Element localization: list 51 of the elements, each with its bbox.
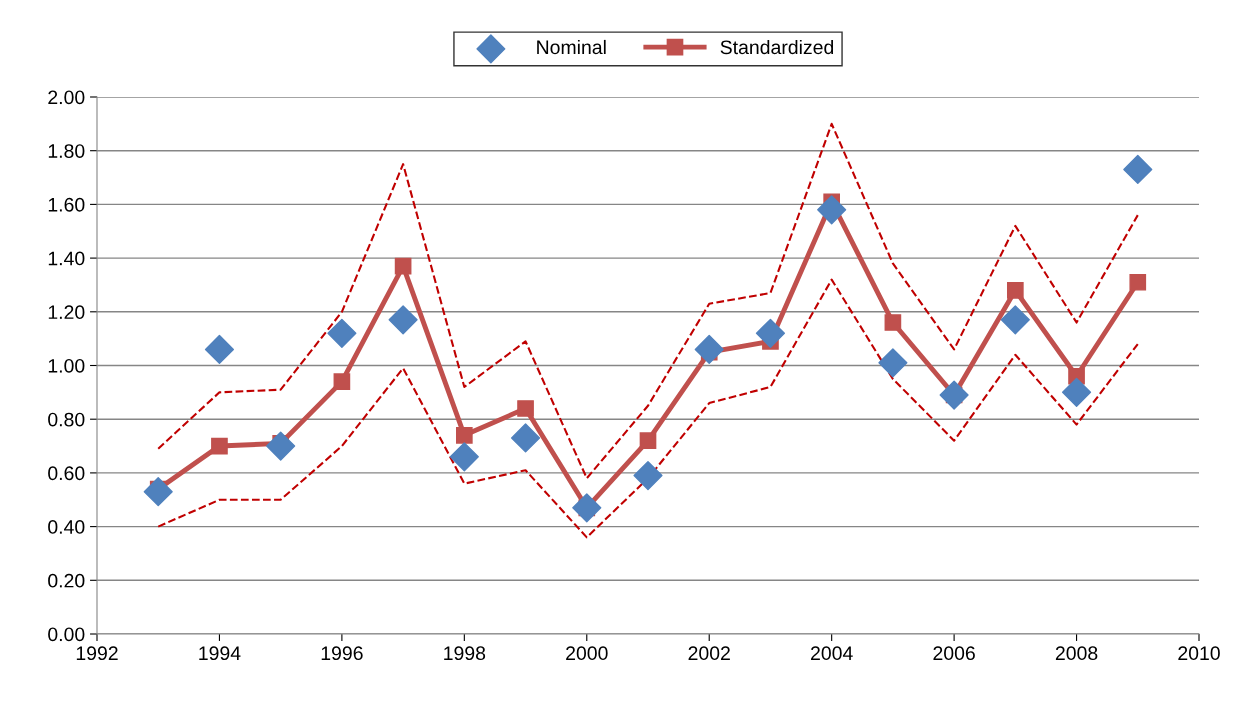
point (884, 314, 902, 331)
point (1061, 377, 1092, 407)
line-series (157, 122, 1139, 480)
point (633, 461, 663, 491)
point (694, 334, 724, 364)
x-tick-label: 1998 (444, 646, 486, 661)
point (878, 348, 908, 378)
point (394, 257, 412, 275)
y-tick-label: 0.60 (48, 466, 85, 481)
point (211, 437, 228, 455)
point (755, 318, 786, 348)
y-tick-label: 0.80 (48, 412, 85, 427)
point (1000, 305, 1030, 335)
point (204, 334, 235, 364)
y-tick-label: 0.40 (48, 520, 85, 534)
point (517, 400, 534, 417)
point (939, 380, 969, 410)
point (449, 442, 479, 472)
y-tick-label: 1.20 (48, 305, 85, 320)
y-tick-label: 0.20 (48, 573, 85, 588)
point (639, 432, 657, 450)
x-tick-label: 2006 (933, 646, 975, 661)
y-tick-label: 1.40 (48, 251, 85, 266)
x-tick-label: 1992 (76, 646, 118, 661)
point (455, 426, 473, 444)
y-tick-label: 1.60 (48, 197, 85, 212)
x-tick-label: 1994 (199, 646, 241, 661)
point (143, 477, 173, 507)
x-tick-label: 1996 (321, 646, 363, 661)
point (266, 431, 296, 461)
x-tick-label: 2008 (1055, 646, 1098, 661)
y-tick-label: 1.80 (48, 144, 85, 158)
point (1129, 273, 1147, 291)
point (817, 195, 847, 225)
y-tick-label: 0.00 (48, 627, 85, 642)
x-tick-label: 2002 (688, 646, 730, 661)
legend-label: Nominal (537, 39, 606, 55)
point (388, 305, 418, 335)
y-tick-label: 2.00 (48, 90, 85, 105)
y-tick-label: 1.00 (48, 358, 85, 373)
legend-label: Standardized (720, 39, 834, 55)
point (510, 423, 541, 453)
x-tick-label: 2010 (1178, 646, 1220, 661)
line-series (157, 278, 1139, 539)
x-tick-label: 2000 (566, 646, 608, 661)
point (327, 318, 357, 348)
x-tick-label: 2004 (811, 646, 853, 661)
point (333, 373, 351, 390)
point (572, 493, 602, 523)
point (1123, 154, 1153, 185)
point (1006, 281, 1024, 299)
